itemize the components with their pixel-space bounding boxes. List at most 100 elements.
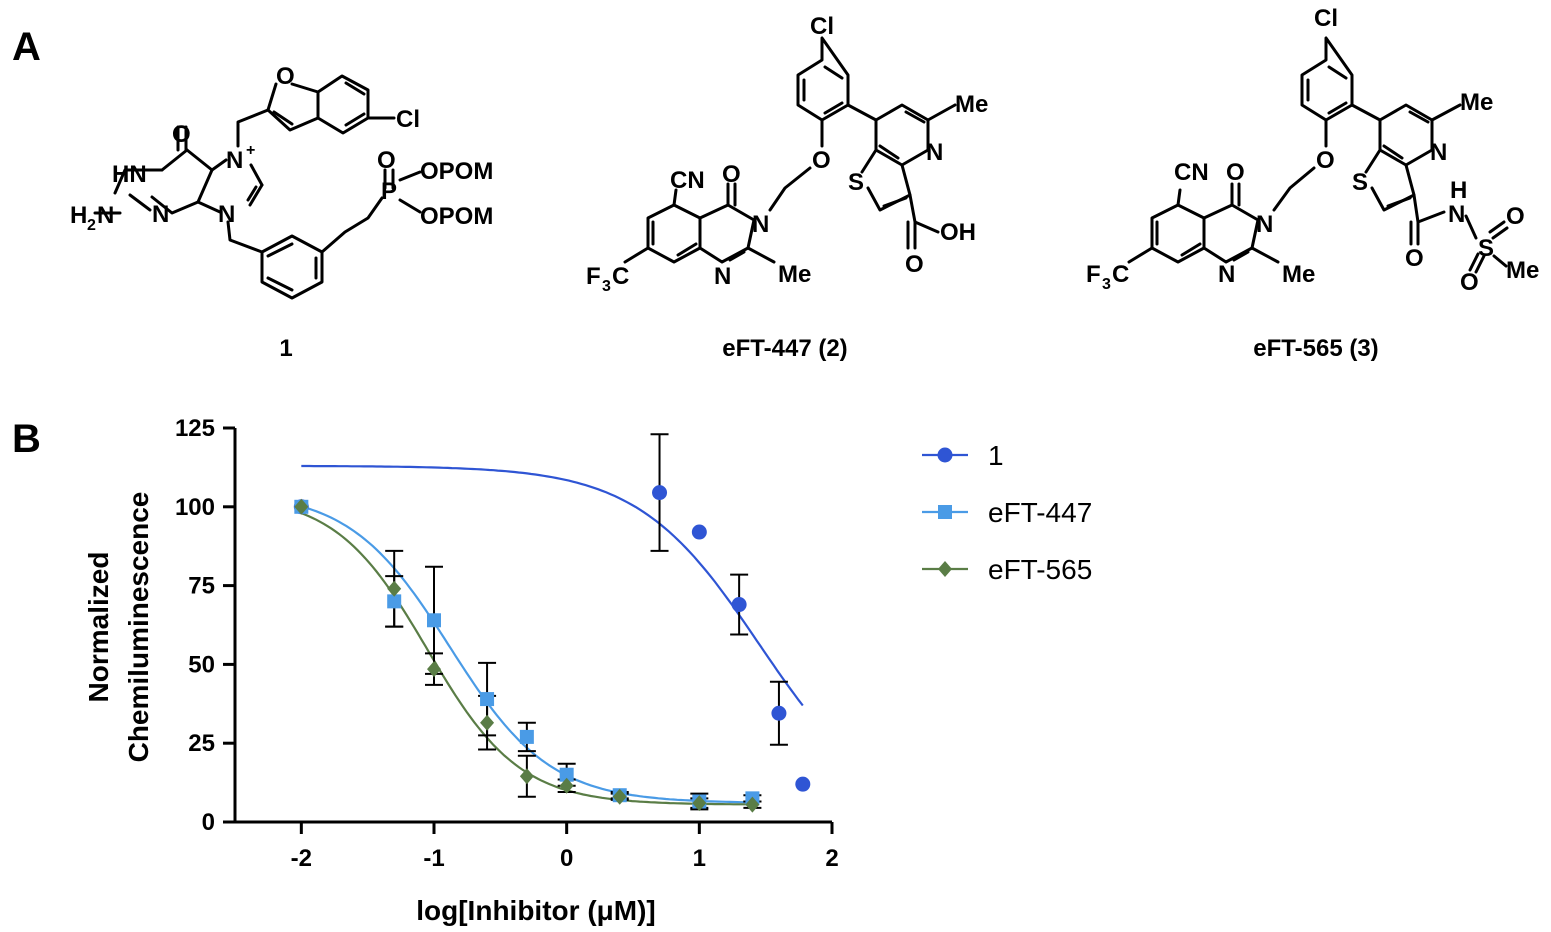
atom-label: N <box>1448 201 1465 228</box>
data-point-1 <box>731 597 747 613</box>
compound-3-label: eFT-565 (3) <box>1253 335 1378 362</box>
atom-label: 2 <box>87 217 96 234</box>
atom-label: O <box>1226 159 1245 186</box>
x-tick-label: -1 <box>423 845 444 872</box>
atom-label: N <box>97 202 114 229</box>
data-point-eFT-565 <box>745 796 760 813</box>
panel-label-b: B <box>12 417 41 461</box>
atom-label: S <box>848 169 864 196</box>
atom-label: N <box>152 201 169 228</box>
y-tick-label: 75 <box>188 573 215 600</box>
data-point-eFT-565 <box>519 768 534 785</box>
legend-item-eFT-565: eFT-565 <box>922 554 1092 585</box>
x-tick-label: 2 <box>825 845 838 872</box>
structure-compound-1 <box>93 74 422 300</box>
atom-label: N <box>752 211 769 238</box>
atom-label: O <box>1506 203 1525 230</box>
atom-label: Me <box>1282 261 1315 288</box>
atom-label: Cl <box>396 106 420 133</box>
y-axis-title: Normalized Chemiluminescence <box>83 492 154 763</box>
atom-label: HN <box>112 161 147 188</box>
structure-eft-447 <box>623 36 957 264</box>
atom-label: O <box>1316 147 1335 174</box>
atom-label: S <box>1352 169 1368 196</box>
atom-label: Me <box>778 261 811 288</box>
data-point-eFT-565 <box>692 795 707 812</box>
atom-label: O <box>1405 245 1424 272</box>
x-tick-label: 0 <box>560 845 573 872</box>
data-point-eFT-565 <box>294 498 309 515</box>
legend-marker <box>938 561 952 577</box>
atom-label: OPOM <box>420 203 493 230</box>
y-tick-label: 0 <box>202 809 215 836</box>
data-points <box>293 485 811 813</box>
chart-axes: 0 25 50 75 100 125 -2 -1 0 1 2 <box>175 415 839 872</box>
atom-label: OPOM <box>420 158 493 185</box>
atom-label: N <box>226 147 243 174</box>
y-tick-label: 125 <box>175 415 215 442</box>
atom-label: P <box>381 178 397 205</box>
data-point-eFT-565 <box>480 714 495 731</box>
structure-eft-565 <box>1127 36 1509 274</box>
legend-label: eFT-565 <box>988 554 1092 585</box>
atom-label: Cl <box>1314 5 1338 32</box>
atom-label: N <box>714 263 731 290</box>
data-point-eFT-447 <box>387 594 402 609</box>
data-point-eFT-447 <box>559 767 574 782</box>
data-point-eFT-565 <box>612 788 627 805</box>
atom-label: O <box>905 251 924 278</box>
y-tick-label: 25 <box>188 730 215 757</box>
atom-label: Me <box>955 91 988 118</box>
atom-label: S <box>1478 235 1494 262</box>
legend-marker <box>938 505 952 519</box>
legend-marker <box>937 447 953 463</box>
atom-label: 3 <box>1102 276 1111 293</box>
atom-label: F <box>586 263 601 290</box>
atom-label: N <box>1218 261 1235 288</box>
legend-label: eFT-447 <box>988 497 1092 528</box>
x-axis-title: log[Inhibitor (μM)] <box>416 895 656 926</box>
legend-label: 1 <box>988 440 1004 471</box>
y-axis-title-line2: Chemiluminescence <box>123 492 154 763</box>
legend-item-eFT-447: eFT-447 <box>922 497 1092 528</box>
atom-label: OH <box>940 219 976 246</box>
data-point-eFT-447 <box>480 692 495 707</box>
data-point-eFT-447 <box>519 729 534 744</box>
data-point-1 <box>691 524 707 540</box>
data-point-eFT-447 <box>427 613 441 628</box>
y-tick-label: 50 <box>188 651 215 678</box>
atom-label: N <box>218 201 235 228</box>
atom-label: N <box>1430 139 1447 166</box>
y-axis-title-line1: Normalized <box>83 552 114 703</box>
data-point-1 <box>771 705 787 721</box>
x-tick-label: -2 <box>291 845 312 872</box>
atom-label: F <box>1086 261 1101 288</box>
data-point-eFT-565 <box>559 777 574 794</box>
panel-label-a: A <box>12 25 41 69</box>
atom-label: 3 <box>602 278 611 295</box>
atom-label: O <box>172 121 191 148</box>
compound-1-label: 1 <box>279 335 292 362</box>
y-tick-label: 100 <box>175 494 215 521</box>
atom-label: CN <box>1174 159 1209 186</box>
atom-label: O <box>722 161 741 188</box>
atom-label: O <box>377 147 396 174</box>
atom-label: O <box>1460 269 1479 296</box>
atom-label: O <box>276 63 295 90</box>
legend-item-1: 1 <box>922 440 1004 471</box>
data-point-eFT-565 <box>427 661 441 678</box>
structure-compound-1-atoms: O HN H 2 N N N + N O Cl O P OPOM OPOM 1 <box>70 63 493 362</box>
legend: 1 eFT-447 eFT-565 <box>922 440 1092 585</box>
fit-curve-1 <box>301 464 804 707</box>
atom-label: N <box>1256 211 1273 238</box>
atom-label: + <box>246 142 255 159</box>
compound-2-label: eFT-447 (2) <box>722 335 847 362</box>
fit-curves <box>300 464 804 806</box>
atom-label: H <box>70 202 87 229</box>
atom-label: CN <box>670 167 705 194</box>
atom-label: N <box>926 139 943 166</box>
structure-eft-447-atoms: Cl Me N O S CN O N N Me F 3 C O OH eFT-4… <box>586 13 988 362</box>
error-bars <box>385 433 788 811</box>
atom-label: Cl <box>810 13 834 40</box>
